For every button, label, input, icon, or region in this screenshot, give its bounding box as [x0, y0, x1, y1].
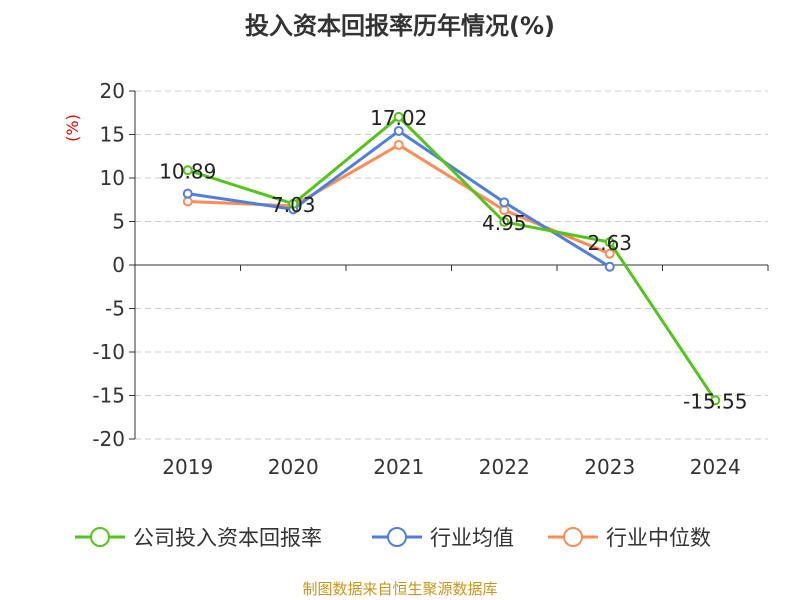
legend-label: 行业均值: [430, 526, 514, 550]
x-tick-label: 2022: [479, 455, 530, 479]
y-tick-label: -5: [105, 297, 125, 321]
data-point: [710, 395, 721, 406]
legend-marker: [563, 527, 583, 547]
data-label: -15.55: [683, 389, 747, 413]
data-point: [604, 237, 615, 248]
legend-marker: [90, 527, 110, 547]
series-line-1: [187, 129, 611, 269]
data-label: 17.02: [370, 106, 427, 130]
data-point: [182, 196, 193, 207]
data-point: [288, 198, 299, 209]
x-tick-label: 2020: [268, 455, 319, 479]
data-point: [604, 248, 615, 259]
chart-title: 投入资本回报率历年情况(%): [245, 12, 555, 40]
x-tick-label: 2023: [584, 455, 635, 479]
y-tick-label: 15: [100, 123, 125, 147]
data-label: 7.03: [271, 193, 316, 217]
series-line-2: [187, 143, 611, 256]
y-tick-label: 20: [100, 79, 125, 103]
legend-label: 公司投入资本回报率: [133, 526, 322, 550]
y-tick-label: -15: [92, 384, 125, 408]
data-point: [182, 165, 193, 176]
data-point: [393, 111, 404, 122]
data-label: 4.95: [482, 211, 527, 235]
data-point: [393, 139, 404, 150]
data-point: [499, 197, 510, 208]
x-tick-label: 2024: [690, 455, 741, 479]
x-tick-label: 2021: [373, 455, 424, 479]
y-tick-label: -20: [92, 427, 125, 451]
data-label: 2.63: [587, 231, 632, 255]
data-label: 10.89: [159, 159, 216, 183]
source-note: 制图数据来自恒生聚源数据库: [302, 580, 498, 598]
x-tick-label: 2019: [162, 455, 213, 479]
data-point: [499, 216, 510, 227]
y-axis-label: (%): [63, 114, 82, 142]
y-tick-label: 5: [112, 210, 125, 234]
data-point: [182, 188, 193, 199]
data-point: [393, 126, 404, 137]
legend-marker: [387, 527, 407, 547]
y-tick-label: -10: [92, 340, 125, 364]
legend-label: 行业中位数: [606, 526, 711, 550]
series-line-0: [187, 115, 717, 402]
data-point: [604, 261, 615, 272]
y-tick-label: 0: [112, 253, 125, 277]
y-tick-label: 10: [100, 166, 125, 190]
